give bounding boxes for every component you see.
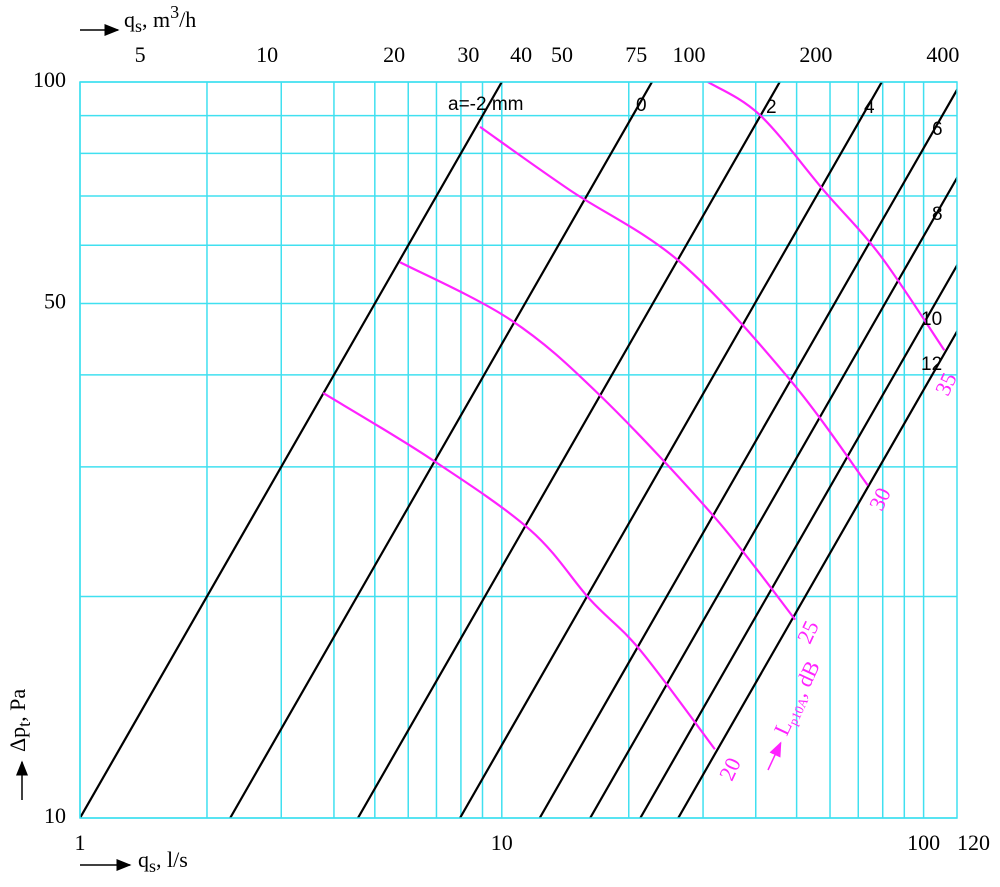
resistance-line xyxy=(80,82,503,818)
line-label: 2 xyxy=(766,97,777,118)
label-part: , dB xyxy=(787,657,825,701)
noise-curve xyxy=(479,125,869,487)
noise-label: 30 xyxy=(864,484,896,515)
y-tick-label: 10 xyxy=(44,803,66,828)
y-axis-label-group: Δpt, Pa xyxy=(5,689,34,800)
line-label: 8 xyxy=(932,204,943,225)
line-label: 0 xyxy=(636,95,647,116)
x-tick-label: 100 xyxy=(907,830,940,855)
resistance-line xyxy=(639,263,957,818)
annotation: Lp10A, dB xyxy=(769,657,827,740)
label-part: , m xyxy=(142,7,170,32)
x2-tick-label: 5 xyxy=(135,42,146,67)
label-sub: t xyxy=(14,722,34,727)
plot-lines xyxy=(80,82,957,818)
x2-tick-label: 40 xyxy=(510,42,532,67)
label-part: , l/s xyxy=(156,847,188,872)
noise-label: 20 xyxy=(714,754,746,785)
x2-tick-label: 400 xyxy=(926,42,959,67)
resistance-line xyxy=(229,82,653,818)
x-axis-label: qs, l/s xyxy=(138,847,188,876)
x2-tick-label: 200 xyxy=(799,42,832,67)
label-part: Δp xyxy=(5,727,30,752)
noise-curve xyxy=(707,82,946,351)
line-label: 4 xyxy=(864,97,875,118)
resistance-line xyxy=(677,329,957,818)
resistance-line xyxy=(356,82,781,818)
label-sup: 3 xyxy=(170,2,179,22)
label-sub: s xyxy=(149,856,156,876)
x-tick-label: 10 xyxy=(491,830,513,855)
x-tick-label: 1 xyxy=(75,830,86,855)
annotation-group: Lp10A, dB xyxy=(767,657,827,771)
y-tick-label: 50 xyxy=(44,289,66,314)
label-part: q xyxy=(124,7,135,32)
x2-tick-label: 75 xyxy=(625,42,647,67)
line-label: 6 xyxy=(932,119,943,140)
y-axis-label: Δpt, Pa xyxy=(5,689,34,752)
x2-axis-label: qs, m3/h xyxy=(124,2,196,36)
annotation-arrow xyxy=(767,741,782,771)
plot-frame xyxy=(79,81,958,819)
label-sub: s xyxy=(135,16,142,36)
x2-tick-label: 30 xyxy=(457,42,479,67)
resistance-line xyxy=(459,82,883,818)
x2-tick-label: 20 xyxy=(383,42,405,67)
line-label: 10 xyxy=(921,309,942,330)
label-part: , Pa xyxy=(5,689,30,722)
line-label: 12 xyxy=(921,354,942,375)
y-tick-label: 100 xyxy=(33,67,66,92)
resistance-line xyxy=(589,175,957,818)
x2-tick-label: 50 xyxy=(551,42,573,67)
noise-curve xyxy=(399,261,797,621)
x2-tick-label: 10 xyxy=(256,42,278,67)
x2-tick-label: 100 xyxy=(672,42,705,67)
noise-curve xyxy=(322,392,716,750)
x-tick-label: 120 xyxy=(957,830,990,855)
line-label: a=-2 mm xyxy=(448,94,524,115)
label-part: q xyxy=(138,847,149,872)
label-part: /h xyxy=(179,7,196,32)
resistance-line xyxy=(538,87,957,818)
